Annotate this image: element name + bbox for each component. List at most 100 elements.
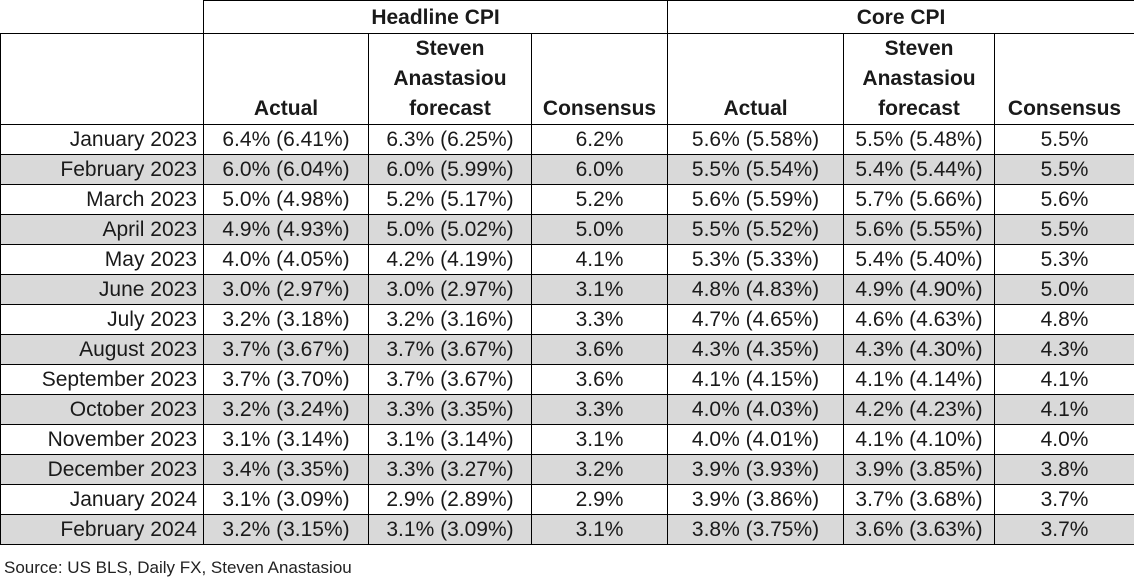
table-cell: 5.4% (5.44%) xyxy=(843,154,996,185)
table-cell: 3.3% (3.27%) xyxy=(368,454,532,485)
table-cell: 4.1% (4.15%) xyxy=(667,364,845,395)
table-row: January 2023 6.4% (6.41%) 6.3% (6.25%) 6.2%… xyxy=(0,124,1134,155)
row-date-label: February 2023 xyxy=(0,154,204,185)
table-cell: 5.7% (5.66%) xyxy=(843,184,996,215)
table-cell: 3.2% (3.18%) xyxy=(203,304,369,335)
table-cell: 4.1% xyxy=(994,394,1134,425)
table-cell: 5.3% (5.33%) xyxy=(667,244,845,275)
table-cell: 5.5% xyxy=(994,124,1134,155)
table-cell: 3.3% xyxy=(530,394,669,425)
table-cell: 4.7% (4.65%) xyxy=(667,304,845,335)
row-date-label: May 2023 xyxy=(0,244,204,275)
table-cell: 3.2% (3.15%) xyxy=(203,514,369,545)
table-body: January 2023 6.4% (6.41%) 6.3% (6.25%) 6.2%… xyxy=(0,124,1134,545)
row-date-label: October 2023 xyxy=(0,394,204,425)
cpi-forecast-table: Headline CPI Core CPI Actual Steven Anas… xyxy=(0,0,1134,545)
table-cell: 3.7% (3.68%) xyxy=(843,484,996,515)
table-cell: 4.0% (4.05%) xyxy=(203,244,369,275)
table-cell: 2.9% (2.89%) xyxy=(368,484,532,515)
table-cell: 3.2% xyxy=(530,454,669,485)
table-cell: 3.1% xyxy=(530,274,669,305)
table-cell: 3.3% xyxy=(530,304,669,335)
table-cell: 4.1% (4.10%) xyxy=(843,424,996,455)
table-cell: 4.0% (4.01%) xyxy=(667,424,845,455)
table-cell: 4.3% (4.35%) xyxy=(667,334,845,365)
table-cell: 3.0% (2.97%) xyxy=(368,274,532,305)
table-row: April 2023 4.9% (4.93%) 5.0% (5.02%) 5.0% 5.… xyxy=(0,214,1134,245)
table-cell: 3.8% (3.75%) xyxy=(667,514,845,545)
table-row: January 2024 3.1% (3.09%) 2.9% (2.89%) 2.9%… xyxy=(0,484,1134,515)
table-cell: 4.8% xyxy=(994,304,1134,335)
table-cell: 3.0% (2.97%) xyxy=(203,274,369,305)
table-cell: 4.2% (4.19%) xyxy=(368,244,532,275)
table-cell: 6.2% xyxy=(530,124,669,155)
table-row: March 2023 5.0% (4.98%) 5.2% (5.17%) 5.2% 5.… xyxy=(0,184,1134,215)
table-cell: 3.1% (3.09%) xyxy=(368,514,532,545)
row-date-label: November 2023 xyxy=(0,424,204,455)
table-row: February 2024 3.2% (3.15%) 3.1% (3.09%) 3.1… xyxy=(0,514,1134,545)
row-date-label: July 2023 xyxy=(0,304,204,335)
row-date-label: August 2023 xyxy=(0,334,204,365)
table-cell: 3.7% (3.67%) xyxy=(368,364,532,395)
table-cell: 5.5% (5.52%) xyxy=(667,214,845,245)
table-cell: 5.5% (5.48%) xyxy=(843,124,996,155)
table-cell: 3.6% xyxy=(530,334,669,365)
date-column-header xyxy=(0,33,204,125)
row-date-label: April 2023 xyxy=(0,214,204,245)
table-cell: 3.6% xyxy=(530,364,669,395)
table-row: October 2023 3.2% (3.24%) 3.3% (3.35%) 3.3%… xyxy=(0,394,1134,425)
table-cell: 3.1% (3.14%) xyxy=(203,424,369,455)
table-cell: 3.7% (3.67%) xyxy=(368,334,532,365)
table-cell: 4.9% (4.93%) xyxy=(203,214,369,245)
table-row: February 2023 6.0% (6.04%) 6.0% (5.99%) 6.0… xyxy=(0,154,1134,185)
table-cell: 3.1% (3.09%) xyxy=(203,484,369,515)
table-cell: 6.4% (6.41%) xyxy=(203,124,369,155)
table-cell: 5.2% xyxy=(530,184,669,215)
row-date-label: December 2023 xyxy=(0,454,204,485)
table-cell: 3.3% (3.35%) xyxy=(368,394,532,425)
group-core-cpi: Core CPI xyxy=(667,0,1134,34)
table-cell: 3.9% (3.86%) xyxy=(667,484,845,515)
table-cell: 3.7% (3.67%) xyxy=(203,334,369,365)
table-cell: 3.1% xyxy=(530,424,669,455)
table-cell: 5.4% (5.40%) xyxy=(843,244,996,275)
table-cell: 5.6% (5.58%) xyxy=(667,124,845,155)
table-row: July 2023 3.2% (3.18%) 3.2% (3.16%) 3.3% 4.7… xyxy=(0,304,1134,335)
column-header-row: Actual Steven Anastasiou forecast Consen… xyxy=(0,33,1134,125)
table-cell: 4.3% xyxy=(994,334,1134,365)
table-cell: 4.3% (4.30%) xyxy=(843,334,996,365)
column-header: Steven Anastasiou forecast xyxy=(368,33,532,125)
table-cell: 5.6% xyxy=(994,184,1134,215)
row-date-label: June 2023 xyxy=(0,274,204,305)
table-cell: 3.2% (3.16%) xyxy=(368,304,532,335)
table-cell: 3.1% (3.14%) xyxy=(368,424,532,455)
table-cell: 4.0% xyxy=(994,424,1134,455)
table-cell: 5.5% xyxy=(994,154,1134,185)
table-cell: 3.7% xyxy=(994,514,1134,545)
table-cell: 3.9% (3.93%) xyxy=(667,454,845,485)
table-cell: 4.1% xyxy=(530,244,669,275)
table-cell: 6.3% (6.25%) xyxy=(368,124,532,155)
table-cell: 5.0% xyxy=(530,214,669,245)
column-header: Consensus xyxy=(530,33,669,125)
table-cell: 5.0% (4.98%) xyxy=(203,184,369,215)
group-headline-cpi: Headline CPI xyxy=(202,0,669,34)
table-cell: 3.7% (3.70%) xyxy=(203,364,369,395)
table-cell: 3.1% xyxy=(530,514,669,545)
source-note: Source: US BLS, Daily FX, Steven Anastas… xyxy=(4,558,352,577)
column-header: Actual xyxy=(667,33,845,125)
table-cell: 3.8% xyxy=(994,454,1134,485)
table-cell: 4.9% (4.90%) xyxy=(843,274,996,305)
table-cell: 5.3% xyxy=(994,244,1134,275)
table-row: September 2023 3.7% (3.70%) 3.7% (3.67%) 3.… xyxy=(0,364,1134,395)
column-header: Actual xyxy=(203,33,369,125)
row-date-label: March 2023 xyxy=(0,184,204,215)
column-header: Consensus xyxy=(994,33,1134,125)
row-date-label: January 2023 xyxy=(0,124,204,155)
table-cell: 6.0% (6.04%) xyxy=(203,154,369,185)
table-cell: 6.0% (5.99%) xyxy=(368,154,532,185)
table-cell: 6.0% xyxy=(530,154,669,185)
table-cell: 4.1% (4.14%) xyxy=(843,364,996,395)
table-cell: 4.8% (4.83%) xyxy=(667,274,845,305)
table-cell: 4.6% (4.63%) xyxy=(843,304,996,335)
